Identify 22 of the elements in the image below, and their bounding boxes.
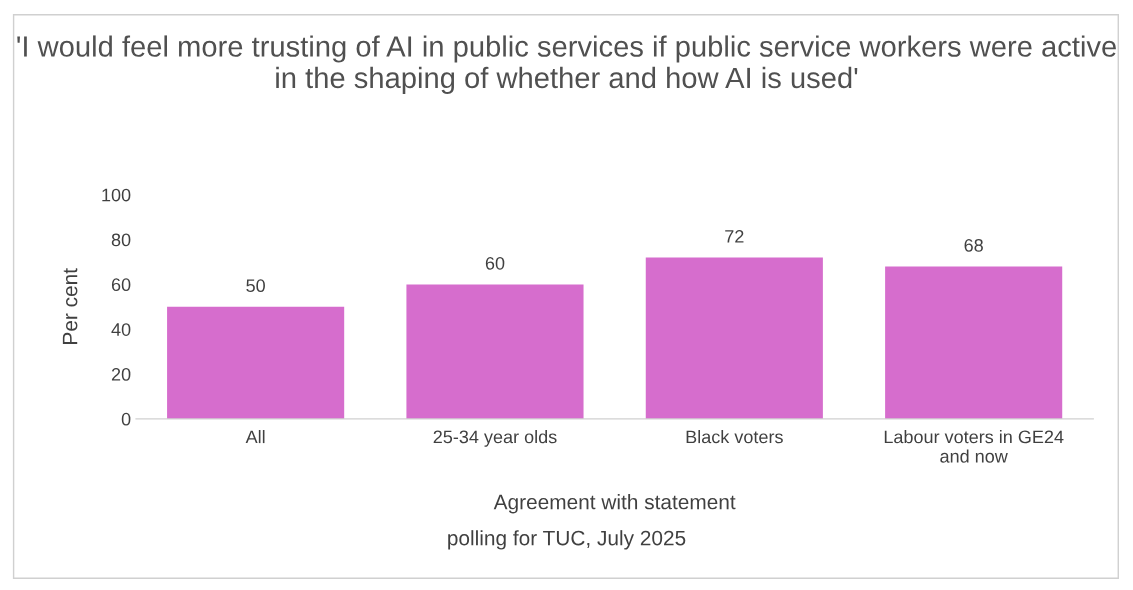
data-label: 60 — [485, 256, 505, 270]
y-tick-label: 80 — [111, 233, 131, 247]
x-tick-label: Labour voters in GE24 and now — [884, 430, 1064, 463]
bar — [406, 284, 584, 419]
y-axis-title: Per cent — [62, 268, 78, 344]
y-tick-label: 20 — [111, 367, 131, 381]
data-label: 50 — [246, 279, 265, 293]
y-tick-label: 0 — [121, 412, 131, 426]
x-tick-label: Black voters — [686, 430, 783, 444]
bar — [885, 266, 1063, 419]
y-tick-label: 60 — [111, 278, 131, 292]
bar — [645, 257, 823, 419]
y-tick-label: 100 — [102, 188, 131, 202]
chart-title: 'I would feel more trusting of AI in public services if public service workers were active in the shaping of whether and how AI is used' — [17, 35, 1116, 94]
x-axis-title: Agreement with statement — [493, 494, 736, 514]
text: polling for TUC, July 2025 — [448, 530, 686, 550]
bar — [167, 306, 345, 419]
x-tick-label: 25-34 year olds — [433, 430, 557, 447]
data-label: 68 — [964, 238, 983, 252]
x-tick-label: All — [245, 430, 265, 444]
data-label: 72 — [725, 230, 744, 243]
y-tick-label: 40 — [111, 323, 131, 336]
